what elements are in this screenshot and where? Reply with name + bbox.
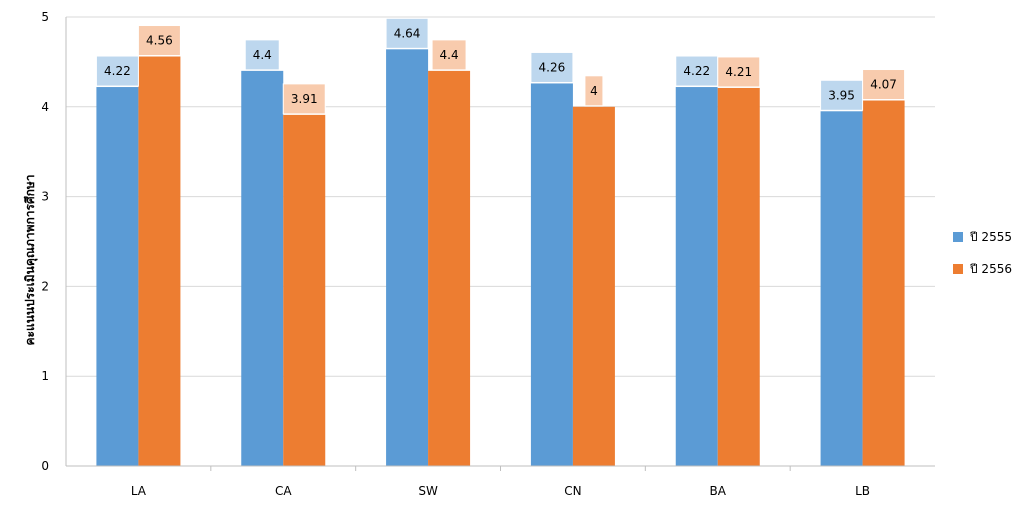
data-label: 4.07 — [870, 78, 897, 92]
data-label-box — [530, 51, 574, 83]
data-label: 4.4 — [440, 48, 459, 62]
bar — [96, 87, 139, 466]
x-tick-label: LA — [131, 484, 147, 498]
data-label: 4.22 — [683, 64, 710, 78]
y-tick-label: 2 — [41, 279, 49, 293]
bar — [530, 83, 573, 467]
data-labels: 4.22 4.56 4.4 3.91 4.64 4.4 4.26 4 4.22 4.21 3.95 4… — [95, 17, 906, 115]
data-label: 4.64 — [394, 26, 421, 40]
x-tick-label: SW — [418, 484, 438, 498]
data-label: 4.56 — [146, 34, 173, 48]
bar — [241, 70, 284, 466]
data-label: 4.22 — [104, 64, 131, 78]
data-label-box — [95, 55, 139, 87]
data-label-box — [137, 25, 181, 57]
data-label-box — [675, 55, 719, 87]
data-label-box — [385, 17, 429, 49]
bar — [862, 100, 905, 466]
data-label-box — [244, 39, 280, 71]
legend-label: ปี 2556 — [969, 262, 1012, 276]
y-tick-label: 3 — [41, 190, 49, 204]
data-label-box — [717, 56, 761, 88]
data-label-box — [431, 39, 467, 71]
data-label: 4.4 — [253, 48, 272, 62]
bar — [386, 49, 429, 466]
axes: 0 1 2 3 4 5 LA CA SW CN BA LB — [41, 10, 935, 498]
x-tick-label: CA — [275, 484, 292, 498]
data-label: 4.26 — [539, 60, 566, 74]
data-label: 4.21 — [725, 65, 752, 79]
bar — [820, 111, 863, 466]
data-label: 4 — [590, 84, 598, 98]
x-tick-label: BA — [710, 484, 727, 498]
x-tick-label: CN — [564, 484, 581, 498]
data-label-box — [282, 83, 326, 115]
bar — [572, 106, 615, 467]
legend-swatch — [953, 232, 963, 242]
data-label-box — [862, 69, 906, 101]
bar — [138, 56, 181, 467]
bar — [717, 87, 760, 466]
bar — [283, 114, 326, 466]
y-tick-label: 5 — [41, 10, 49, 24]
y-tick-label: 4 — [41, 100, 49, 114]
bars — [96, 49, 905, 467]
data-label-box — [584, 75, 604, 107]
bar — [675, 87, 718, 466]
bar — [428, 70, 471, 466]
data-label: 3.91 — [291, 92, 318, 106]
y-tick-label: 0 — [41, 459, 49, 473]
y-axis-title: คะแนนประเมินคุณภาพการศึกษา — [23, 174, 38, 345]
x-tick-label: LB — [855, 484, 870, 498]
legend-swatch — [953, 264, 963, 274]
legend: ปี 2555 ปี 2556 — [953, 230, 1012, 276]
y-tick-label: 1 — [41, 369, 49, 383]
gridlines — [66, 16, 935, 377]
legend-label: ปี 2555 — [969, 230, 1012, 244]
data-label: 3.95 — [828, 88, 855, 102]
